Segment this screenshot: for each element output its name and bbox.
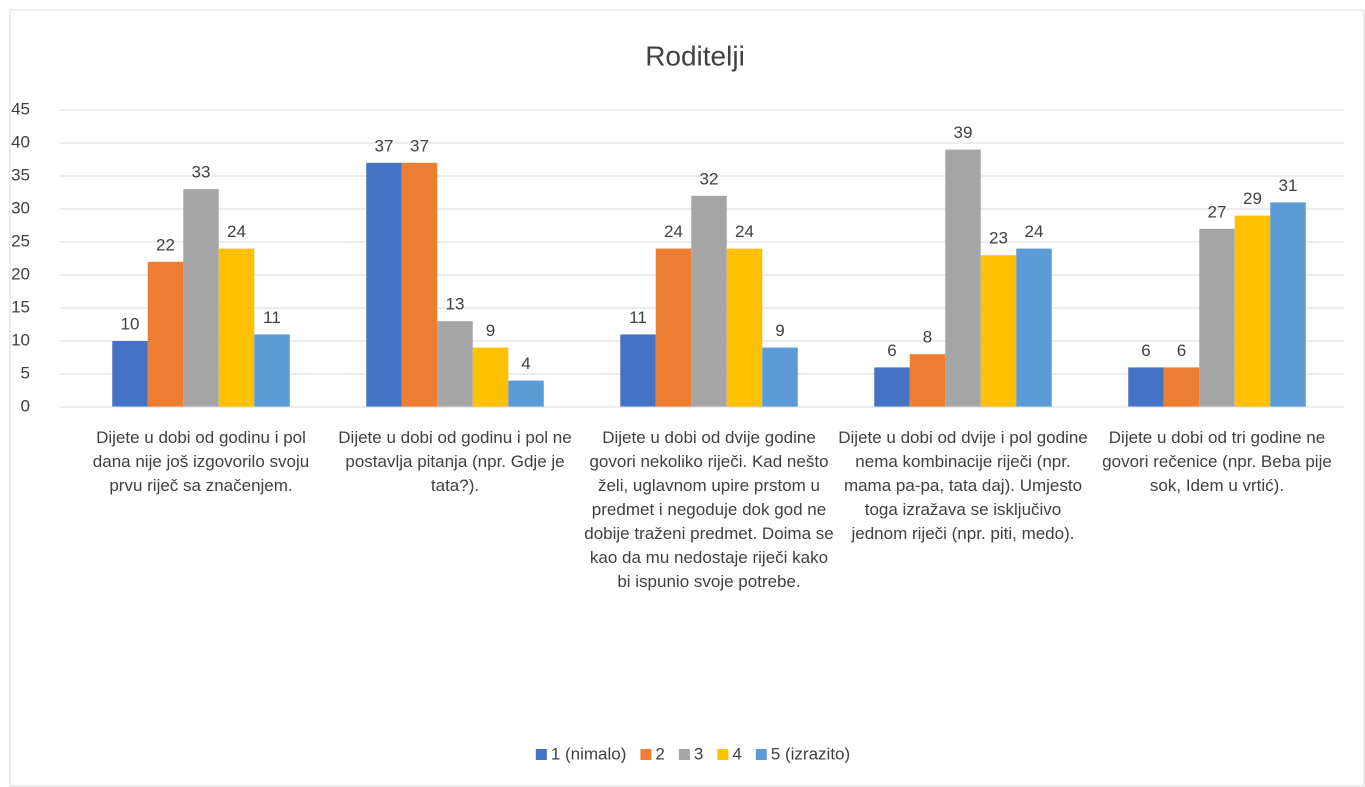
- y-tick-label: 25: [11, 231, 30, 250]
- legend-swatch: [717, 749, 729, 760]
- bar: [1016, 248, 1052, 407]
- y-tick-label: 5: [21, 363, 30, 382]
- data-label: 32: [700, 169, 719, 188]
- bar: [254, 334, 290, 407]
- bar: [620, 334, 656, 407]
- bar: [1163, 367, 1200, 407]
- bar: [508, 380, 544, 407]
- data-label: 9: [775, 321, 784, 340]
- data-label: 24: [227, 222, 246, 241]
- y-tick-label: 45: [11, 99, 30, 118]
- bar: [691, 195, 727, 407]
- chart-title: Roditelji: [645, 40, 745, 71]
- data-label: 24: [735, 222, 754, 241]
- data-label: 24: [1025, 222, 1044, 241]
- bar: [980, 255, 1017, 407]
- y-tick-label: 35: [11, 165, 30, 184]
- bar: [1270, 202, 1306, 407]
- data-label: 9: [486, 321, 495, 340]
- data-label: 37: [410, 136, 429, 155]
- data-label: 24: [664, 222, 683, 241]
- x-tick-label: Dijete u dobi od dvije i pol godine nema…: [838, 428, 1088, 543]
- data-label: 27: [1208, 202, 1227, 221]
- y-tick-label: 30: [11, 198, 30, 217]
- data-label: 22: [156, 235, 175, 254]
- bar: [655, 248, 692, 407]
- x-tick-label: Dijete u dobi od tri godine ne govori re…: [1102, 428, 1332, 495]
- legend-swatch: [678, 749, 690, 760]
- bar: [726, 248, 763, 407]
- legend-swatch: [755, 749, 767, 760]
- x-tick-label: Dijete u dobi od godinu i pol dana nije …: [92, 428, 310, 495]
- y-tick-label: 20: [11, 264, 30, 283]
- bar: [1234, 215, 1271, 407]
- data-label: 23: [989, 229, 1008, 248]
- x-tick-label: Dijete u dobi od godinu i pol ne postavl…: [338, 428, 572, 495]
- legend-label: 5 (izrazito): [771, 744, 850, 763]
- data-label: 39: [954, 123, 973, 142]
- data-label: 6: [1141, 341, 1150, 360]
- bar: [147, 261, 184, 407]
- bar: [401, 162, 438, 407]
- y-tick-label: 40: [11, 132, 30, 151]
- data-label: 13: [446, 295, 465, 314]
- bar: [472, 347, 509, 407]
- data-label: 33: [192, 163, 211, 182]
- data-label: 6: [887, 341, 896, 360]
- data-label: 8: [923, 328, 932, 347]
- data-label: 31: [1279, 176, 1298, 195]
- y-tick-label: 10: [11, 330, 30, 349]
- bar: [366, 162, 402, 407]
- bar: [945, 149, 981, 407]
- bar: [909, 354, 946, 407]
- legend-label: 1 (nimalo): [551, 744, 627, 763]
- legend-label: 4: [732, 744, 741, 763]
- legend-label: 2: [655, 744, 664, 763]
- x-tick-label: Dijete u dobi od dvije godine govori nek…: [584, 428, 834, 591]
- bar: [762, 347, 798, 407]
- y-tick-label: 0: [21, 396, 30, 415]
- bar: [1128, 367, 1164, 407]
- data-label: 6: [1177, 341, 1186, 360]
- legend-swatch: [640, 749, 652, 760]
- bar: [437, 321, 473, 407]
- data-label: 11: [629, 308, 647, 327]
- bar: [112, 341, 148, 407]
- legend-swatch: [535, 749, 547, 760]
- data-label: 4: [521, 354, 530, 373]
- bar: [183, 189, 219, 407]
- bar: [1199, 228, 1235, 407]
- bar: [874, 367, 910, 407]
- bar: [218, 248, 255, 407]
- data-label: 37: [375, 136, 394, 155]
- data-label: 29: [1243, 189, 1262, 208]
- data-label: 11: [263, 308, 281, 327]
- y-tick-label: 15: [11, 297, 30, 316]
- legend-label: 3: [694, 744, 703, 763]
- data-label: 10: [121, 314, 140, 333]
